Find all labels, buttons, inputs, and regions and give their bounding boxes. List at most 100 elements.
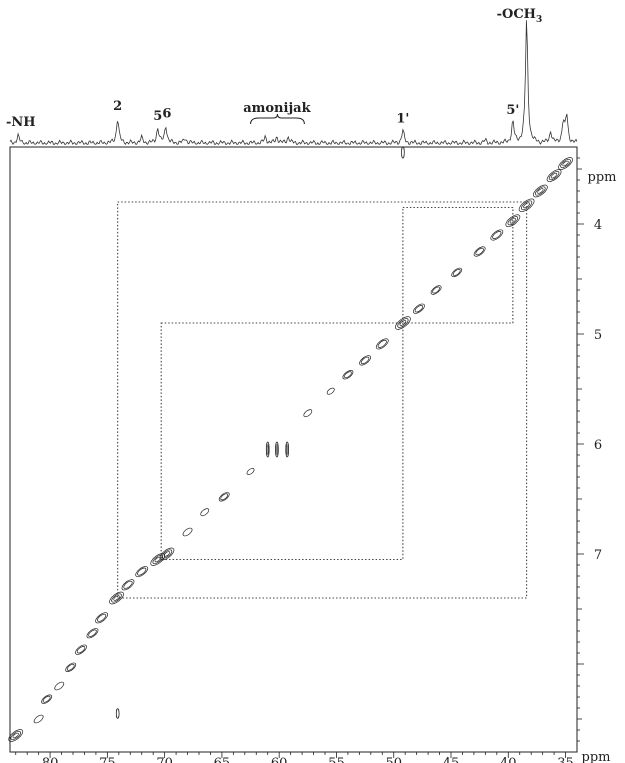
diagonal-peak-20 bbox=[342, 370, 354, 380]
contour-ring bbox=[520, 200, 533, 211]
correlation-box-1 bbox=[117, 201, 528, 599]
contour-peaks bbox=[8, 146, 573, 742]
contour-ring bbox=[342, 370, 354, 380]
contour-ring bbox=[451, 267, 463, 278]
contour-ring bbox=[375, 338, 389, 350]
label-amonijak: amonijak bbox=[243, 101, 311, 116]
contour-ring bbox=[535, 186, 546, 196]
diagonal-peak-8 bbox=[95, 612, 109, 624]
contour-ring bbox=[65, 662, 77, 672]
diagonal-peak-2 bbox=[33, 714, 44, 724]
y-axis-label: ppm bbox=[588, 170, 617, 185]
correlation-box-2 bbox=[160, 322, 404, 561]
contour-ring bbox=[220, 493, 229, 501]
contour-ring bbox=[109, 591, 124, 605]
contour-ring bbox=[359, 355, 371, 366]
contour-ring bbox=[111, 593, 122, 603]
cross-peak-2 bbox=[275, 441, 279, 458]
diagonal-peak-6 bbox=[75, 644, 87, 655]
contour-ring bbox=[546, 169, 562, 182]
diagonal-peak-24 bbox=[413, 303, 425, 314]
cross-peak-3 bbox=[285, 441, 290, 458]
x-tick-label-60: 60 bbox=[271, 756, 288, 763]
contour-ring bbox=[413, 303, 425, 314]
contour-ring bbox=[473, 246, 486, 257]
contour-ring bbox=[507, 216, 519, 226]
contour-ring bbox=[154, 556, 161, 563]
contour-ring bbox=[558, 157, 573, 170]
contour-ring bbox=[265, 441, 270, 458]
contour-ring bbox=[8, 729, 24, 742]
correlation-box-3 bbox=[402, 206, 514, 324]
diagonal-peak-3 bbox=[41, 694, 53, 704]
x-axis-label: ppm bbox=[582, 750, 611, 763]
contour-ring bbox=[75, 644, 87, 655]
contour-ring bbox=[303, 409, 313, 418]
diagonal-peak-31 bbox=[532, 184, 548, 198]
diagonal-peak-18 bbox=[303, 409, 313, 418]
contour-ring bbox=[532, 184, 548, 198]
contour-ring bbox=[86, 628, 99, 639]
diagonal-peak-10 bbox=[121, 579, 135, 591]
contour-ring bbox=[121, 579, 135, 591]
plot-frame bbox=[9, 146, 578, 753]
diagonal-peak-22 bbox=[375, 338, 389, 350]
contour-ring bbox=[218, 492, 230, 502]
contour-ring bbox=[562, 160, 569, 167]
contour-ring bbox=[41, 694, 53, 704]
diagonal-peak-26 bbox=[451, 267, 463, 278]
x-tick-label-55: 55 bbox=[328, 756, 345, 763]
label-5: 5 bbox=[153, 109, 162, 124]
x-tick-label-75: 75 bbox=[99, 756, 116, 763]
contour-ring bbox=[286, 444, 289, 455]
contour-ring bbox=[377, 339, 387, 348]
contour-ring bbox=[266, 444, 269, 455]
contour-ring bbox=[275, 444, 278, 455]
diagonal-peak-30 bbox=[518, 198, 535, 213]
contour-ring bbox=[12, 732, 19, 739]
contour-ring bbox=[97, 613, 107, 622]
contour-ring bbox=[475, 247, 484, 256]
contour-ring bbox=[182, 527, 193, 537]
x-tick-label-35: 35 bbox=[557, 756, 574, 763]
contour-ring bbox=[95, 612, 109, 624]
diagonal-peak-9 bbox=[109, 591, 124, 605]
contour-ring bbox=[490, 229, 504, 241]
top-1d-spectrum bbox=[9, 20, 578, 146]
diagonal-peak-23 bbox=[395, 316, 411, 330]
contour-ring bbox=[452, 269, 461, 276]
diagonal-peak-7 bbox=[86, 628, 99, 639]
diagonal-peak-5 bbox=[65, 662, 77, 672]
contour-ring bbox=[42, 695, 51, 703]
label-och3: -OCH3 bbox=[497, 7, 543, 25]
label-1-prime: 1' bbox=[396, 112, 409, 127]
diagonal-peak-19 bbox=[326, 387, 335, 395]
contour-ring bbox=[537, 188, 544, 194]
diagonal-peak-33 bbox=[558, 157, 573, 170]
contour-ring bbox=[285, 441, 290, 458]
contour-ring bbox=[10, 730, 21, 741]
contour-ring bbox=[548, 171, 560, 181]
contour-ring bbox=[66, 663, 75, 671]
contour-ring bbox=[161, 549, 173, 559]
contour-ring bbox=[246, 468, 255, 475]
diagonal-peak-14 bbox=[182, 527, 193, 537]
contour-ring bbox=[344, 371, 352, 379]
contour-ring bbox=[137, 567, 147, 576]
contour-ring bbox=[200, 508, 210, 517]
y-tick-label-6: 6 bbox=[594, 438, 602, 453]
x-tick-label-80: 80 bbox=[42, 756, 59, 763]
contour-ring bbox=[509, 217, 517, 224]
contour-ring bbox=[414, 305, 424, 313]
contour-ring bbox=[550, 172, 558, 179]
x-tick-label-70: 70 bbox=[156, 756, 173, 763]
contour-ring bbox=[123, 580, 133, 589]
contour-ring bbox=[326, 387, 335, 395]
diagonal-peak-4 bbox=[54, 681, 65, 691]
contour-ring bbox=[505, 214, 521, 228]
x-axis: 80 75 70 65 60 55 50 45 40 35 ppm bbox=[15, 750, 611, 763]
contour-ring bbox=[401, 146, 405, 159]
diagonal-peak-16 bbox=[218, 492, 230, 502]
contour-ring bbox=[275, 441, 279, 458]
diagonal-peak-1 bbox=[8, 729, 24, 742]
